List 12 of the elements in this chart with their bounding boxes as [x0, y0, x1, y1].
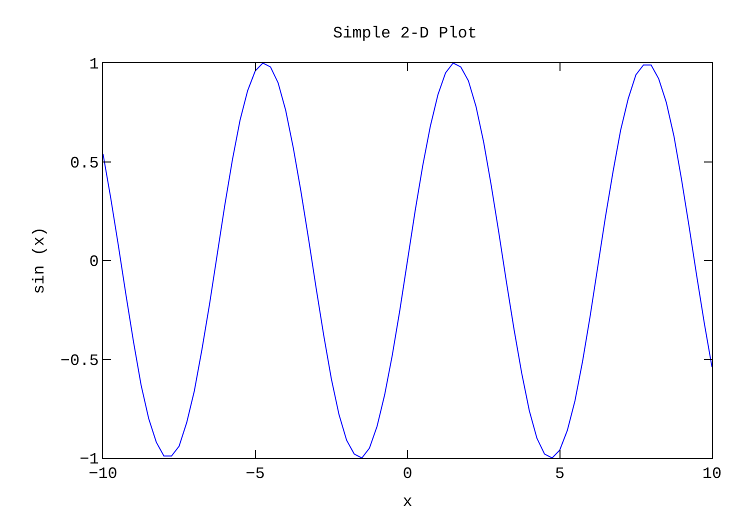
chart-title: Simple 2-D Plot	[332, 24, 478, 42]
y-tick-label: 0	[89, 253, 99, 272]
x-tick-label: 0	[402, 465, 412, 484]
x-tick-label: 5	[554, 465, 565, 484]
y-axis-title: sin (x)	[30, 226, 48, 294]
x-tick-label: −5	[246, 465, 265, 484]
y-tick-label: −0.5	[60, 352, 99, 370]
y-tick-label: 0.5	[70, 154, 99, 172]
x-axis-title: x	[402, 492, 412, 511]
y-tick-label: 1	[89, 56, 99, 74]
x-tick-label: 10	[702, 465, 722, 484]
line-series	[103, 63, 712, 458]
